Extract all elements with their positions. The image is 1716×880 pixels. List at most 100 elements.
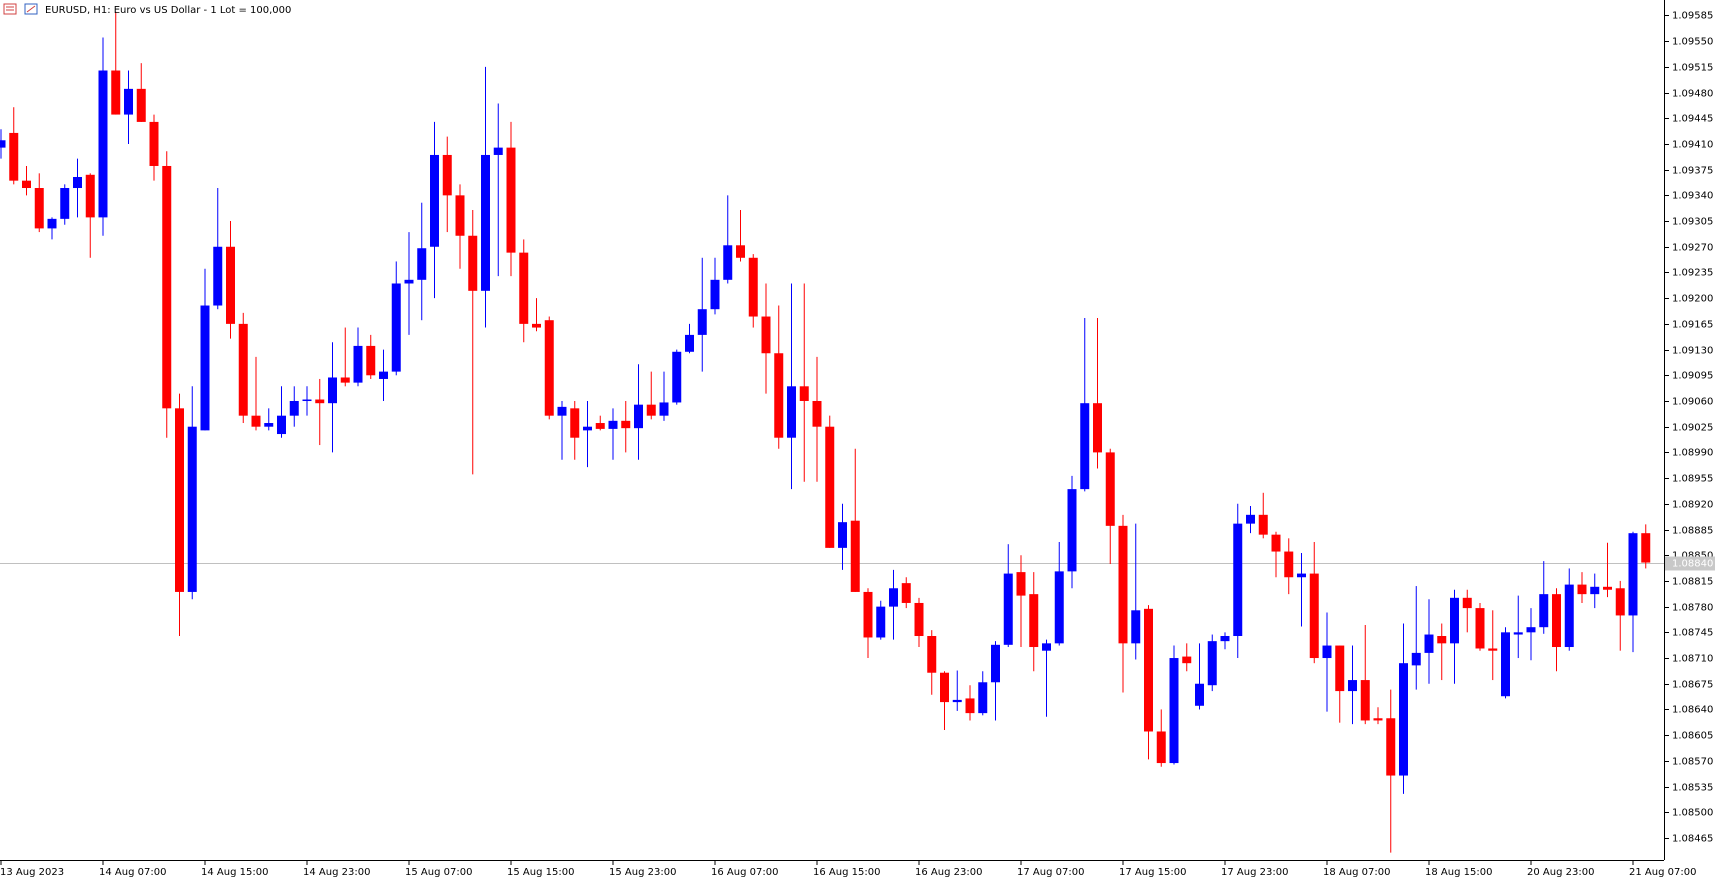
candle-body: [1590, 586, 1600, 595]
candle-body: [595, 423, 605, 429]
x-tick-label: 16 Aug 23:00: [915, 867, 982, 878]
candle-body: [1488, 648, 1498, 651]
candle-body: [838, 522, 847, 548]
candle-body: [1539, 594, 1549, 628]
candle-body: [136, 88, 146, 122]
candle-body: [1399, 663, 1408, 776]
candle-body: [1526, 627, 1536, 633]
candle-body: [659, 402, 669, 416]
candle-body: [1309, 573, 1319, 659]
y-tick-label: 1.08535: [1672, 783, 1713, 794]
candle-body: [238, 323, 248, 416]
y-tick-label: 1.08955: [1672, 474, 1713, 485]
icon-line: [26, 5, 36, 13]
y-tick-label: 1.08500: [1672, 808, 1713, 819]
y-tick-label: 1.08780: [1672, 603, 1713, 614]
candle-body: [1628, 533, 1638, 616]
candle-body: [1207, 641, 1217, 686]
candle-body: [315, 399, 325, 404]
y-tick-label: 1.08640: [1672, 705, 1713, 716]
candle-body: [799, 386, 809, 401]
candle-body: [519, 252, 529, 324]
candle-body: [47, 218, 57, 229]
y-tick-label: 1.09550: [1672, 37, 1713, 48]
header-icons: [3, 3, 38, 15]
candle-body: [1411, 652, 1421, 666]
candle-body: [1284, 551, 1294, 578]
y-tick-label: 1.08745: [1672, 628, 1713, 639]
y-tick-label: 1.08570: [1672, 757, 1713, 768]
candle-body: [1131, 610, 1141, 644]
candle-body: [1501, 632, 1510, 697]
y-tick-label: 1.09515: [1672, 63, 1713, 74]
candle-body: [697, 309, 707, 335]
x-tick-label: 20 Aug 23:00: [1527, 867, 1594, 878]
candle-body: [289, 400, 299, 416]
y-tick-label: 1.09340: [1672, 191, 1713, 202]
candle-body: [876, 606, 886, 638]
candle-body: [353, 345, 363, 383]
current-price-box: [1665, 556, 1715, 571]
x-tick-label: 14 Aug 07:00: [99, 867, 166, 878]
candle-body: [927, 636, 937, 673]
y-tick-label: 1.08885: [1672, 526, 1713, 537]
candle-body: [481, 154, 490, 291]
candle-body: [736, 245, 745, 258]
y-tick-label: 1.09200: [1672, 294, 1713, 305]
candle-body: [1271, 534, 1281, 552]
x-tick-label: 15 Aug 07:00: [405, 867, 472, 878]
candle-body: [1246, 514, 1255, 524]
y-tick-label: 1.09165: [1672, 320, 1713, 331]
candle-body: [1093, 403, 1102, 453]
candle-body: [1577, 584, 1587, 595]
candle-body: [1386, 718, 1396, 776]
candle-body: [328, 377, 337, 404]
x-tick-label: 14 Aug 23:00: [303, 867, 370, 878]
y-tick-label: 1.08605: [1672, 731, 1713, 742]
candle-body: [0, 140, 6, 148]
y-tick-label: 1.08465: [1672, 834, 1713, 845]
y-tick-label: 1.09025: [1672, 423, 1713, 434]
plot-area: [0, 11, 1664, 853]
candle-body: [1641, 533, 1651, 563]
candle-body: [1233, 523, 1243, 637]
candle-body: [1322, 645, 1332, 659]
candle-body: [952, 699, 962, 703]
candle-body: [685, 334, 694, 352]
x-tick-label: 15 Aug 15:00: [507, 867, 574, 878]
y-tick-label: 1.09480: [1672, 89, 1713, 100]
y-tick-label: 1.09095: [1672, 371, 1713, 382]
candle-body: [493, 147, 503, 155]
y-tick-label: 1.08920: [1672, 500, 1713, 511]
candle-body: [544, 320, 554, 416]
y-tick-label: 1.09305: [1672, 217, 1713, 228]
candle-body: [812, 400, 822, 427]
candle-body: [468, 235, 478, 291]
candle-body: [1195, 683, 1204, 706]
candle-body: [1220, 636, 1230, 642]
candle-body: [1029, 594, 1039, 648]
y-tick-label: 1.09270: [1672, 243, 1713, 254]
candle-body: [1552, 594, 1561, 648]
candle-body: [302, 399, 312, 402]
current-price-label: 1.08840: [1672, 559, 1713, 570]
x-tick-label: 17 Aug 23:00: [1221, 867, 1288, 878]
candle-body: [965, 698, 975, 714]
candle-body: [1042, 643, 1051, 651]
candle-body: [1156, 731, 1166, 764]
candle-body: [264, 423, 274, 427]
candle-body: [226, 246, 235, 324]
candle-body: [124, 88, 133, 115]
candle-body: [646, 404, 656, 416]
x-tick-label: 13 Aug 2023: [0, 867, 64, 878]
candle-body: [379, 371, 388, 379]
candle-body: [430, 154, 439, 247]
candle-body: [557, 406, 567, 416]
x-tick-label: 16 Aug 07:00: [711, 867, 778, 878]
candle-body: [1373, 718, 1383, 721]
candle-body: [1462, 597, 1472, 609]
candle-body: [200, 305, 210, 431]
y-tick-label: 1.08990: [1672, 448, 1713, 459]
candle-body: [1513, 632, 1523, 635]
x-tick-label: 15 Aug 23:00: [609, 867, 676, 878]
